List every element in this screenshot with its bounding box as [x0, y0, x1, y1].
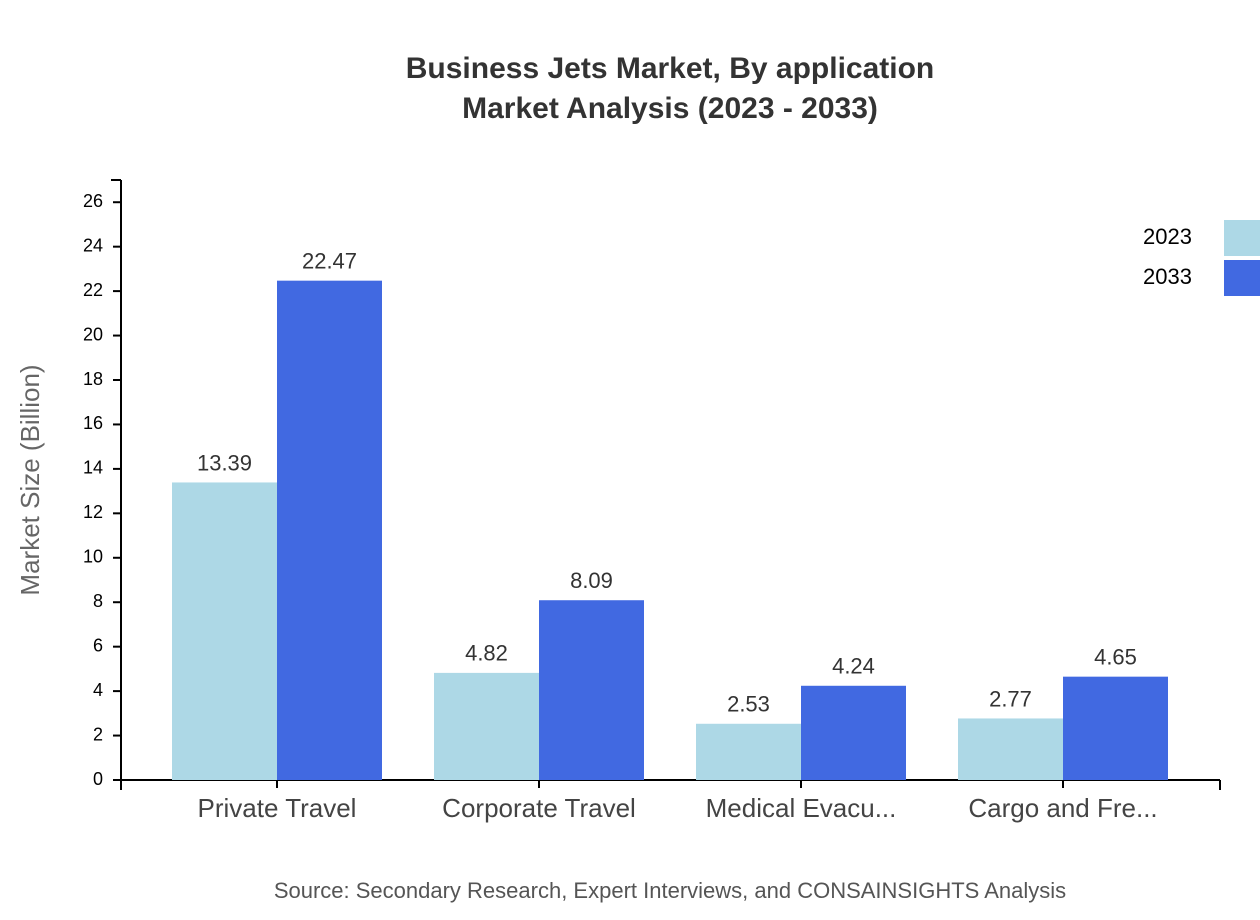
y-tick-label: 8 [93, 591, 103, 611]
legend-swatch [1224, 260, 1260, 296]
value-label: 22.47 [302, 248, 357, 273]
y-tick-label: 4 [93, 680, 103, 700]
y-tick-label: 10 [83, 547, 103, 567]
x-tick-label: Corporate Travel [442, 793, 636, 823]
y-tick-label: 0 [93, 769, 103, 789]
legend-label: 2023 [1143, 224, 1192, 249]
x-tick-label: Medical Evacu... [706, 793, 897, 823]
source-note: Source: Secondary Research, Expert Inter… [274, 878, 1066, 903]
value-label: 8.09 [570, 568, 613, 593]
y-tick-label: 16 [83, 413, 103, 433]
y-tick-label: 24 [83, 235, 103, 255]
y-tick-label: 26 [83, 191, 103, 211]
y-tick-label: 2 [93, 724, 103, 744]
bar [801, 685, 906, 780]
bar [434, 672, 539, 780]
value-label: 4.65 [1094, 644, 1137, 669]
legend-label: 2033 [1143, 264, 1192, 289]
y-tick-label: 12 [83, 502, 103, 522]
bar [1063, 676, 1168, 780]
chart-subtitle: Market Analysis (2023 - 2033) [462, 92, 878, 125]
bar [277, 280, 382, 780]
legend-swatch [1224, 220, 1260, 256]
y-tick-label: 20 [83, 324, 103, 344]
y-axis-label: Market Size (Billion) [15, 364, 45, 595]
bar [696, 723, 801, 780]
y-tick-label: 18 [83, 369, 103, 389]
bar [539, 600, 644, 780]
bar [172, 482, 277, 780]
x-tick-label: Private Travel [198, 793, 357, 823]
bar [958, 718, 1063, 780]
value-label: 4.24 [832, 654, 875, 679]
chart-title: Business Jets Market, By application [406, 52, 935, 85]
value-label: 4.82 [465, 641, 508, 666]
y-tick-label: 6 [93, 635, 103, 655]
y-tick-label: 14 [83, 458, 103, 478]
y-tick-label: 22 [83, 280, 103, 300]
x-tick-label: Cargo and Fre... [968, 793, 1157, 823]
value-label: 13.39 [197, 450, 252, 475]
value-label: 2.53 [727, 692, 770, 717]
value-label: 2.77 [989, 686, 1032, 711]
